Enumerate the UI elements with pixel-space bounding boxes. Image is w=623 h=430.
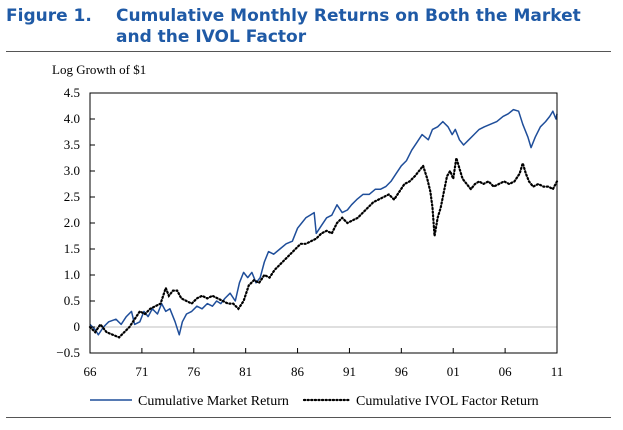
legend: Cumulative Market Return Cumulative IVOL… [90,394,539,409]
y-tick-label: 1.5 [64,241,80,256]
bottom-rule [6,417,611,418]
x-tick-label: 81 [239,364,252,379]
y-axis-label: Log Growth of $1 [52,62,146,77]
figure-title: Cumulative Monthly Returns on Both the M… [116,6,581,47]
y-tick-label: −0.5 [56,345,80,360]
x-tick-label: 01 [447,364,460,379]
figure-label: Figure 1. [6,6,92,26]
y-tick-label: 4.5 [64,85,80,100]
y-tick-label: 2.0 [64,215,80,230]
legend-ivol-label: Cumulative IVOL Factor Return [356,394,539,409]
top-rule [6,51,611,52]
y-tick-label: 3.5 [64,137,80,152]
y-tick-label: 4.0 [64,111,80,126]
x-tick-label: 91 [343,364,356,379]
plot-area [88,108,559,339]
axes: −0.5 0 0.5 1.0 1.5 2.0 2.5 3.0 3.5 4.0 4.5 66 71 76 81… [56,85,563,379]
y-tick-label: 0 [74,319,81,334]
x-tick-label: 96 [395,364,409,379]
x-tick-label: 06 [499,364,513,379]
market-return-line [89,108,558,336]
x-tick-label: 11 [551,364,564,379]
y-tick-label: 1.0 [64,267,80,282]
y-tick-label: 2.5 [64,189,80,204]
ivol-return-line [88,157,559,339]
y-tick-label: 3.0 [64,163,80,178]
x-tick-label: 76 [187,364,201,379]
x-tick-label: 71 [135,364,148,379]
legend-market-label: Cumulative Market Return [138,394,289,409]
x-tick-label: 66 [84,364,98,379]
x-tick-label: 86 [291,364,305,379]
y-tick-label: 0.5 [64,293,80,308]
